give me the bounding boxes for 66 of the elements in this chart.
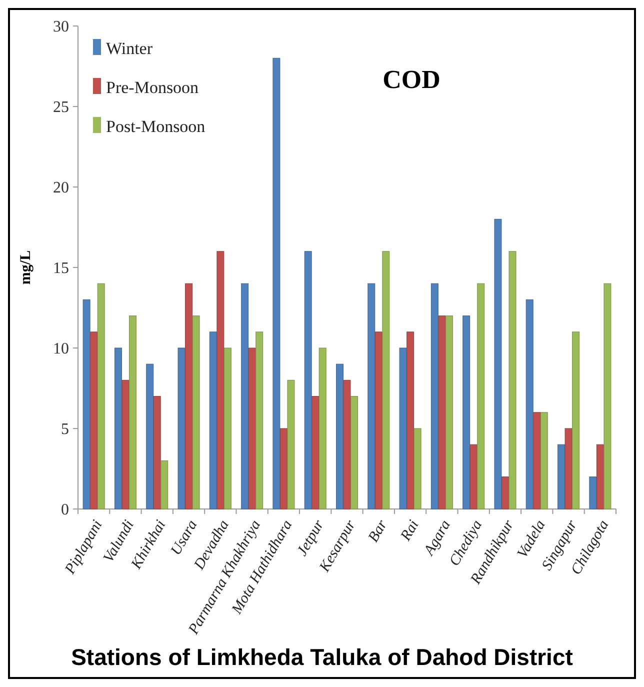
bar bbox=[312, 396, 320, 510]
legend-label: Winter bbox=[106, 38, 153, 58]
bar bbox=[604, 283, 612, 510]
bar bbox=[399, 348, 407, 510]
bar bbox=[526, 299, 534, 510]
bar bbox=[462, 316, 470, 510]
bar bbox=[304, 251, 312, 510]
bar bbox=[533, 412, 541, 510]
bar bbox=[494, 218, 502, 510]
bar bbox=[224, 348, 232, 510]
bar bbox=[318, 348, 326, 510]
bar bbox=[178, 348, 186, 510]
x-tick-label: Bar bbox=[366, 517, 391, 546]
y-axis-title: mg/L bbox=[18, 250, 34, 285]
bar bbox=[90, 332, 98, 510]
bar bbox=[540, 412, 548, 510]
bar bbox=[430, 283, 438, 510]
bar bbox=[382, 251, 390, 510]
y-tick-label: 20 bbox=[53, 180, 69, 197]
bar bbox=[558, 444, 566, 510]
bar bbox=[596, 444, 604, 510]
bar bbox=[272, 58, 280, 510]
y-tick-label: 30 bbox=[53, 18, 69, 36]
bar bbox=[122, 380, 130, 510]
x-axis-title: Stations of Limkheda Taluka of Dahod District bbox=[71, 644, 574, 670]
bar bbox=[445, 316, 453, 510]
bar bbox=[256, 332, 264, 510]
bar bbox=[572, 332, 580, 510]
bar bbox=[248, 348, 256, 510]
bar bbox=[343, 380, 351, 510]
bar bbox=[160, 460, 168, 510]
bar bbox=[146, 364, 154, 510]
y-tick-label: 0 bbox=[61, 502, 69, 519]
bar bbox=[336, 364, 344, 510]
y-tick-label: 10 bbox=[53, 340, 69, 358]
bar bbox=[350, 396, 358, 510]
bar bbox=[374, 332, 382, 510]
bar bbox=[216, 251, 224, 510]
bar bbox=[280, 428, 288, 510]
x-tick-label: Rai bbox=[398, 518, 422, 545]
legend-label: Post-Monsoon bbox=[106, 116, 206, 136]
y-tick-label: 25 bbox=[53, 99, 69, 116]
bar bbox=[97, 283, 105, 510]
bar bbox=[406, 332, 414, 510]
y-tick-label: 15 bbox=[53, 260, 69, 278]
bar bbox=[438, 316, 446, 510]
bar bbox=[501, 476, 509, 510]
bar bbox=[114, 348, 122, 510]
bar bbox=[589, 476, 597, 510]
bar bbox=[209, 332, 217, 510]
bar bbox=[82, 299, 90, 510]
bar bbox=[153, 396, 161, 510]
bar bbox=[477, 283, 485, 510]
bar bbox=[192, 316, 200, 510]
bar bbox=[414, 428, 422, 510]
bar bbox=[185, 283, 193, 510]
bar bbox=[508, 251, 516, 510]
bar bbox=[470, 444, 478, 510]
text: COD bbox=[382, 65, 440, 94]
legend-label: Pre-Monsoon bbox=[106, 78, 200, 97]
y-tick-label: 5 bbox=[61, 421, 69, 438]
bar bbox=[241, 283, 249, 510]
bar bbox=[368, 283, 376, 510]
bar bbox=[287, 380, 295, 510]
bar bbox=[128, 316, 136, 510]
bar bbox=[564, 428, 572, 510]
